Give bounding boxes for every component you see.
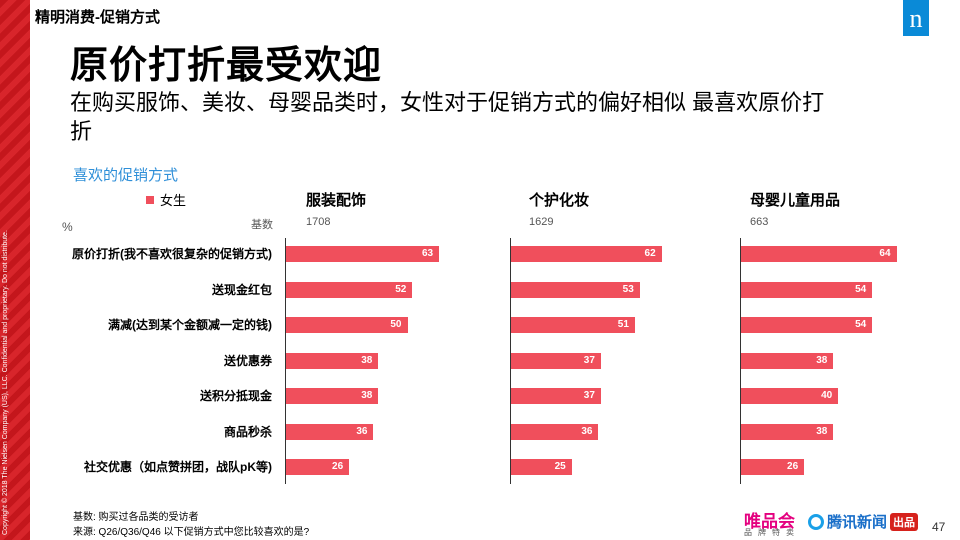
section-header: 精明消费-促销方式: [35, 9, 160, 26]
vip-brand-tagline: 品牌特卖: [744, 528, 800, 537]
copyright-note: Copyright © 2018 The Nielsen Company (US…: [2, 230, 9, 535]
bar-value-label: 38: [361, 354, 373, 366]
bar: 36: [286, 423, 374, 440]
bar-value-label: 52: [395, 283, 407, 295]
bar: 36: [511, 423, 599, 440]
category-label: 社交优惠（如点赞拼团，战队pK等): [84, 460, 272, 474]
bar: 38: [286, 352, 379, 369]
bar: 54: [741, 281, 873, 298]
category-label: 商品秒杀: [223, 424, 272, 439]
bar-value-label: 54: [855, 283, 867, 295]
bar-value-label: 50: [390, 319, 402, 330]
unit-label: %: [62, 220, 73, 234]
panel-title: 个护化妆: [529, 192, 590, 209]
bar-value-label: 38: [816, 425, 828, 437]
bar: 38: [286, 388, 379, 404]
category-label: 送现金红包: [211, 282, 272, 297]
bar: 37: [511, 352, 601, 369]
footnote-base: 基数: 购买过各品类的受访者: [73, 512, 199, 523]
panel-base-value: 1708: [306, 216, 331, 228]
bar: 62: [511, 246, 662, 262]
category-label: 原价打折(我不喜欢很复杂的促销方式): [72, 247, 272, 261]
bar-value-label: 26: [332, 461, 344, 472]
bar-value-label: 51: [617, 319, 629, 330]
category-label: 送优惠券: [223, 353, 272, 368]
bar-value-label: 38: [816, 354, 828, 366]
bar-value-label: 62: [644, 248, 656, 259]
page-subtitle: 在购买服饰、美妆、母婴品类时，女性对于促销方式的偏好相似 最喜欢原价打折: [70, 90, 825, 144]
page-title: 原价打折最受欢迎: [70, 45, 383, 87]
bar: 26: [286, 459, 350, 475]
bar-value-label: 40: [821, 390, 833, 401]
bar: 25: [511, 459, 572, 475]
footnote-source: 来源: Q26/Q36/Q46 以下促销方式中您比较喜欢的是?: [73, 527, 310, 538]
tencent-news-text: 腾讯新闻: [827, 514, 888, 531]
bar: 64: [741, 246, 897, 262]
panel-base-value: 663: [750, 216, 769, 228]
chart-caption: 喜欢的促销方式: [73, 167, 179, 184]
bar: 38: [741, 423, 834, 440]
panel-axis-line: [510, 238, 511, 484]
bar-value-label: 38: [361, 390, 373, 401]
bar: 37: [511, 388, 601, 404]
bar-value-label: 63: [421, 248, 434, 259]
panel-axis-line: [285, 238, 286, 484]
bar: 53: [511, 281, 640, 298]
tencent-news-badge: 出品: [890, 512, 919, 531]
left-decorative-strip: Copyright © 2018 The Nielsen Company (US…: [0, 0, 30, 540]
bar: 63: [286, 246, 440, 262]
legend-label: 女生: [160, 193, 187, 208]
bar-value-label: 54: [855, 319, 867, 330]
page-number: 47: [932, 520, 946, 534]
bar: 40: [741, 388, 839, 404]
bar: 51: [511, 317, 635, 333]
bar-value-label: 36: [356, 425, 368, 437]
tencent-news-icon: [808, 513, 824, 530]
bar: 52: [286, 281, 413, 298]
bar-value-label: 37: [583, 390, 595, 401]
bar-value-label: 64: [879, 248, 891, 259]
tencent-news-logo: 腾讯新闻 出品: [808, 511, 919, 532]
bar-value-label: 53: [622, 283, 634, 295]
bar-value-label: 26: [787, 461, 799, 472]
bar: 38: [741, 352, 834, 369]
category-label: 满减(达到某个金额减一定的钱): [108, 318, 272, 332]
vip-brand-logo: 唯品会: [744, 512, 795, 531]
bar: 50: [286, 317, 408, 333]
legend-swatch: [146, 195, 154, 204]
panel-title: 母婴儿童用品: [750, 192, 841, 209]
bar: 54: [741, 317, 873, 333]
category-label: 送积分抵现金: [199, 389, 272, 403]
bar-value-label: 25: [554, 461, 566, 472]
panel-axis-line: [740, 238, 741, 484]
panel-title: 服装配饰: [306, 192, 367, 209]
base-label: 基数: [251, 219, 273, 231]
panel-base-value: 1629: [529, 216, 554, 228]
bar: 26: [741, 459, 805, 475]
chart-legend: 女生: [146, 190, 186, 209]
bar-value-label: 37: [583, 354, 595, 366]
bar-value-label: 36: [581, 425, 593, 437]
nielsen-logo: n: [903, 0, 929, 36]
